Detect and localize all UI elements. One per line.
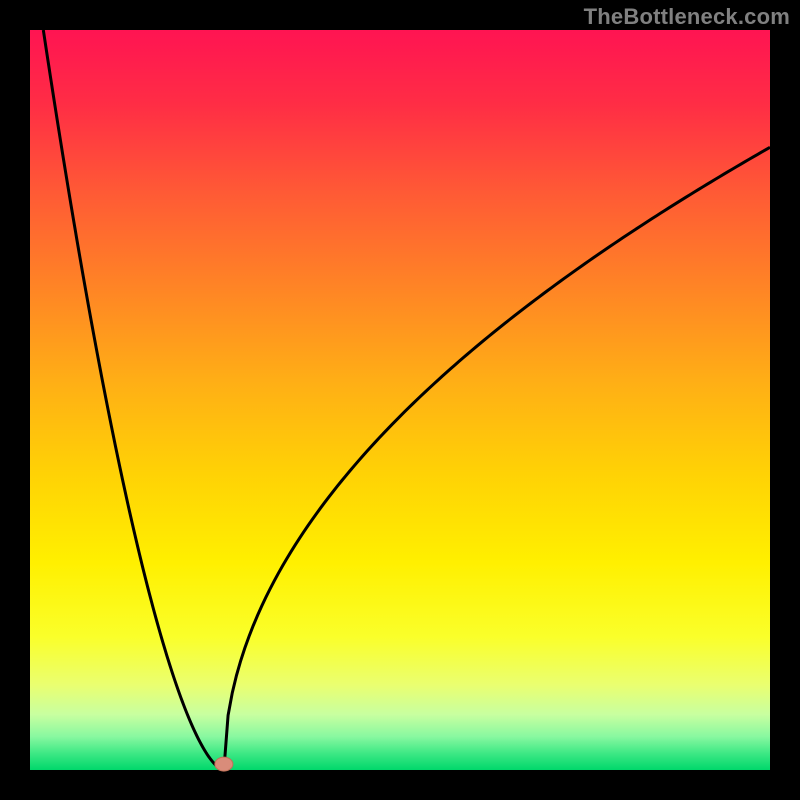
chart-container: { "meta": { "watermark_text": "TheBottle…: [0, 0, 800, 800]
plot-background: [30, 30, 770, 770]
bottleneck-chart: [0, 0, 800, 800]
optimal-point-marker: [215, 757, 233, 771]
watermark-text: TheBottleneck.com: [584, 4, 790, 30]
